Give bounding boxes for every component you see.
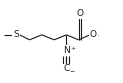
Text: −: − (70, 68, 75, 73)
Text: +: + (70, 46, 75, 51)
Text: N: N (63, 46, 70, 55)
Text: O: O (77, 9, 83, 18)
Text: S: S (13, 30, 19, 39)
Text: C: C (63, 64, 69, 73)
Text: O: O (90, 30, 97, 39)
